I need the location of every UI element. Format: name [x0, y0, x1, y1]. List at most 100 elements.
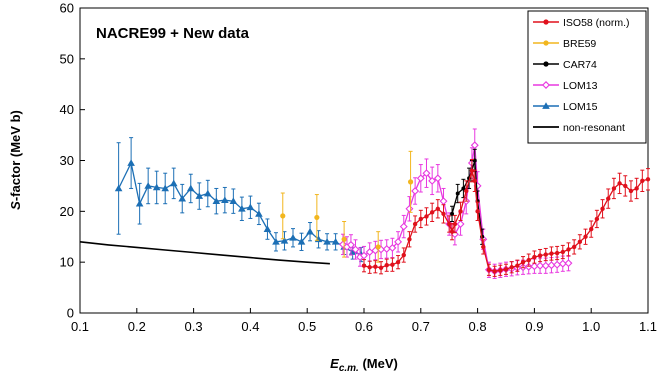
iso58-norm-point [458, 209, 463, 214]
iso58-norm-point [498, 268, 503, 273]
legend-box [527, 10, 647, 144]
y-tick-label: 10 [60, 255, 74, 270]
iso58-norm-point [412, 221, 418, 227]
iso58-norm-point [435, 206, 441, 211]
bre59-point [341, 236, 347, 242]
iso58-norm-point [449, 229, 455, 234]
x-tick-label: 0.7 [412, 319, 430, 334]
iso58-norm-point [577, 239, 583, 245]
lom15-point [161, 184, 169, 192]
iso58-norm-point [623, 183, 628, 189]
y-tick-label: 50 [60, 51, 74, 66]
iso58-norm-point [634, 186, 639, 191]
lom15-point [255, 210, 263, 217]
x-tick-label: 1.1 [639, 319, 657, 334]
x-axis-title-sub: c.m. [339, 363, 359, 374]
iso58-norm-point [447, 221, 452, 227]
iso58-norm-point [515, 263, 520, 268]
legend-label-car74: CAR74 [563, 59, 597, 71]
lom13-point [547, 261, 556, 270]
y-axis-title-main: S [8, 201, 23, 210]
legend-label-non-resonant: non-resonant [563, 122, 625, 134]
iso58-norm-point [384, 263, 389, 268]
iso58-norm-point [373, 264, 378, 269]
lom13-point [530, 262, 539, 271]
legend-label-bre59: BRE59 [563, 38, 596, 50]
lom15-point [238, 204, 246, 212]
lom15-point [306, 227, 314, 235]
legend-marker-iso58-norm [543, 19, 549, 25]
lom15-point [331, 238, 340, 245]
iso58-norm-point [628, 188, 634, 194]
lom15-point [323, 238, 331, 245]
iso58-norm-point [611, 186, 617, 191]
bre59-point [314, 214, 320, 221]
lom15-point [186, 184, 195, 192]
lom15-point [297, 238, 306, 245]
lom13-point [360, 251, 368, 260]
iso58-norm-point [401, 252, 406, 258]
series-layer [114, 128, 651, 279]
iso58-norm-point [464, 188, 469, 194]
lom15-point [127, 159, 135, 166]
lom13-point [433, 174, 442, 183]
non-resonant-curve [79, 241, 330, 265]
y-axis-title-rest: -factor (MeV b) [8, 110, 23, 201]
iso58-norm-point [475, 209, 480, 214]
iso58-norm-point [509, 265, 514, 270]
series-lom13 [339, 128, 573, 279]
lom13-point [558, 259, 567, 268]
x-tick-label: 0.8 [469, 319, 487, 334]
iso58-norm-point [617, 181, 622, 186]
iso58-norm-point [486, 267, 492, 272]
legend-label-lom15: LOM15 [563, 101, 598, 113]
x-tick-label: 0.1 [71, 319, 89, 334]
legend-marker-lom13 [542, 81, 550, 89]
lom15-point [280, 237, 289, 244]
lom15-point [289, 233, 297, 241]
legend-marker-bre59 [543, 40, 549, 46]
lom15-point [178, 194, 187, 202]
lom15-point [272, 238, 280, 245]
legend-marker-lom15 [542, 102, 550, 109]
iso58-norm-point [549, 251, 554, 256]
legend-label-iso58-norm: ISO58 (norm.) [563, 17, 630, 29]
x-tick-label: 1.0 [582, 319, 600, 334]
lom13-point [428, 176, 437, 185]
lom15-point [144, 182, 152, 189]
lom15-point [114, 184, 123, 192]
y-tick-label: 30 [60, 153, 74, 168]
x-axis-title-unit: (MeV) [359, 356, 398, 371]
lom15-point [135, 199, 144, 207]
iso58-norm-point [472, 178, 477, 184]
lom15-point [195, 192, 204, 199]
iso58-norm-point [589, 226, 594, 232]
x-tick-label: 0.5 [298, 319, 316, 334]
legend-label-lom13: LOM13 [563, 80, 598, 92]
series-bre59 [280, 150, 414, 263]
iso58-norm-point [583, 234, 588, 239]
bre59-point [280, 213, 286, 219]
iso58-norm-point [452, 221, 458, 227]
lom13-point [422, 169, 431, 178]
legend-marker-car74 [543, 61, 549, 67]
x-tick-label: 0.9 [525, 319, 543, 334]
lom13-point [416, 174, 425, 183]
iso58-norm-point [378, 265, 384, 270]
iso58-norm-point [526, 257, 531, 263]
lom15-point [169, 179, 178, 187]
lom15-point [246, 203, 255, 211]
x-axis-title: Ec.m. (MeV) [330, 356, 398, 374]
iso58-norm-point [395, 259, 401, 265]
iso58-norm-point [537, 253, 543, 258]
lom15-point [229, 197, 238, 205]
lom13-point [365, 248, 374, 256]
car74-point [455, 191, 460, 196]
iso58-norm-point [492, 269, 497, 274]
iso58-norm-point [566, 247, 571, 252]
iso58-norm-point [645, 177, 651, 182]
iso58-norm-point [407, 237, 412, 242]
car74-point [450, 211, 455, 216]
x-tick-label: 0.4 [241, 319, 259, 334]
